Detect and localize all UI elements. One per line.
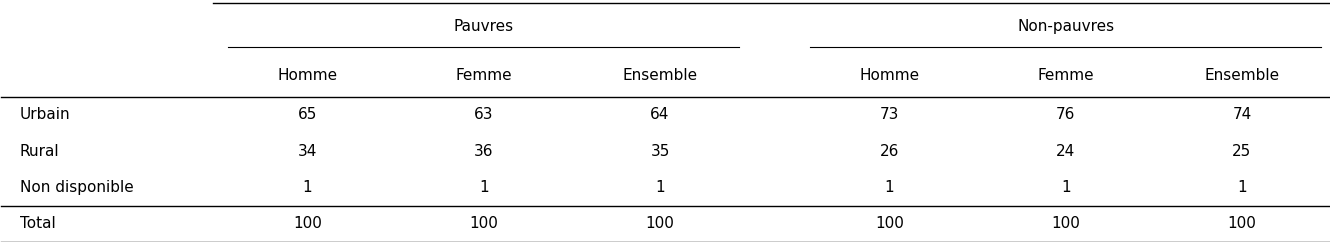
Text: 63: 63 (473, 107, 493, 122)
Text: Total: Total (20, 216, 56, 231)
Text: 100: 100 (645, 216, 674, 231)
Text: 100: 100 (469, 216, 499, 231)
Text: Non-pauvres: Non-pauvres (1017, 19, 1115, 34)
Text: 25: 25 (1233, 144, 1252, 159)
Text: 1: 1 (1061, 180, 1071, 195)
Text: Urbain: Urbain (20, 107, 70, 122)
Text: 1: 1 (656, 180, 665, 195)
Text: 26: 26 (879, 144, 899, 159)
Text: 65: 65 (298, 107, 318, 122)
Text: 100: 100 (875, 216, 904, 231)
Text: 34: 34 (298, 144, 318, 159)
Text: 100: 100 (1051, 216, 1080, 231)
Text: Ensemble: Ensemble (1205, 68, 1279, 83)
Text: 1: 1 (479, 180, 488, 195)
Text: Ensemble: Ensemble (622, 68, 697, 83)
Text: 64: 64 (650, 107, 670, 122)
Text: Femme: Femme (1037, 68, 1095, 83)
Text: 1: 1 (303, 180, 313, 195)
Text: 1: 1 (1237, 180, 1246, 195)
Text: 36: 36 (473, 144, 493, 159)
Text: 1: 1 (884, 180, 894, 195)
Text: 100: 100 (1228, 216, 1257, 231)
Text: Femme: Femme (455, 68, 512, 83)
Text: Homme: Homme (278, 68, 338, 83)
Text: Pauvres: Pauvres (454, 19, 513, 34)
Text: Homme: Homme (859, 68, 919, 83)
Text: 73: 73 (879, 107, 899, 122)
Text: 24: 24 (1056, 144, 1075, 159)
Text: Non disponible: Non disponible (20, 180, 134, 195)
Text: 35: 35 (650, 144, 670, 159)
Text: 74: 74 (1233, 107, 1252, 122)
Text: Rural: Rural (20, 144, 60, 159)
Text: 76: 76 (1056, 107, 1076, 122)
Text: 100: 100 (293, 216, 322, 231)
